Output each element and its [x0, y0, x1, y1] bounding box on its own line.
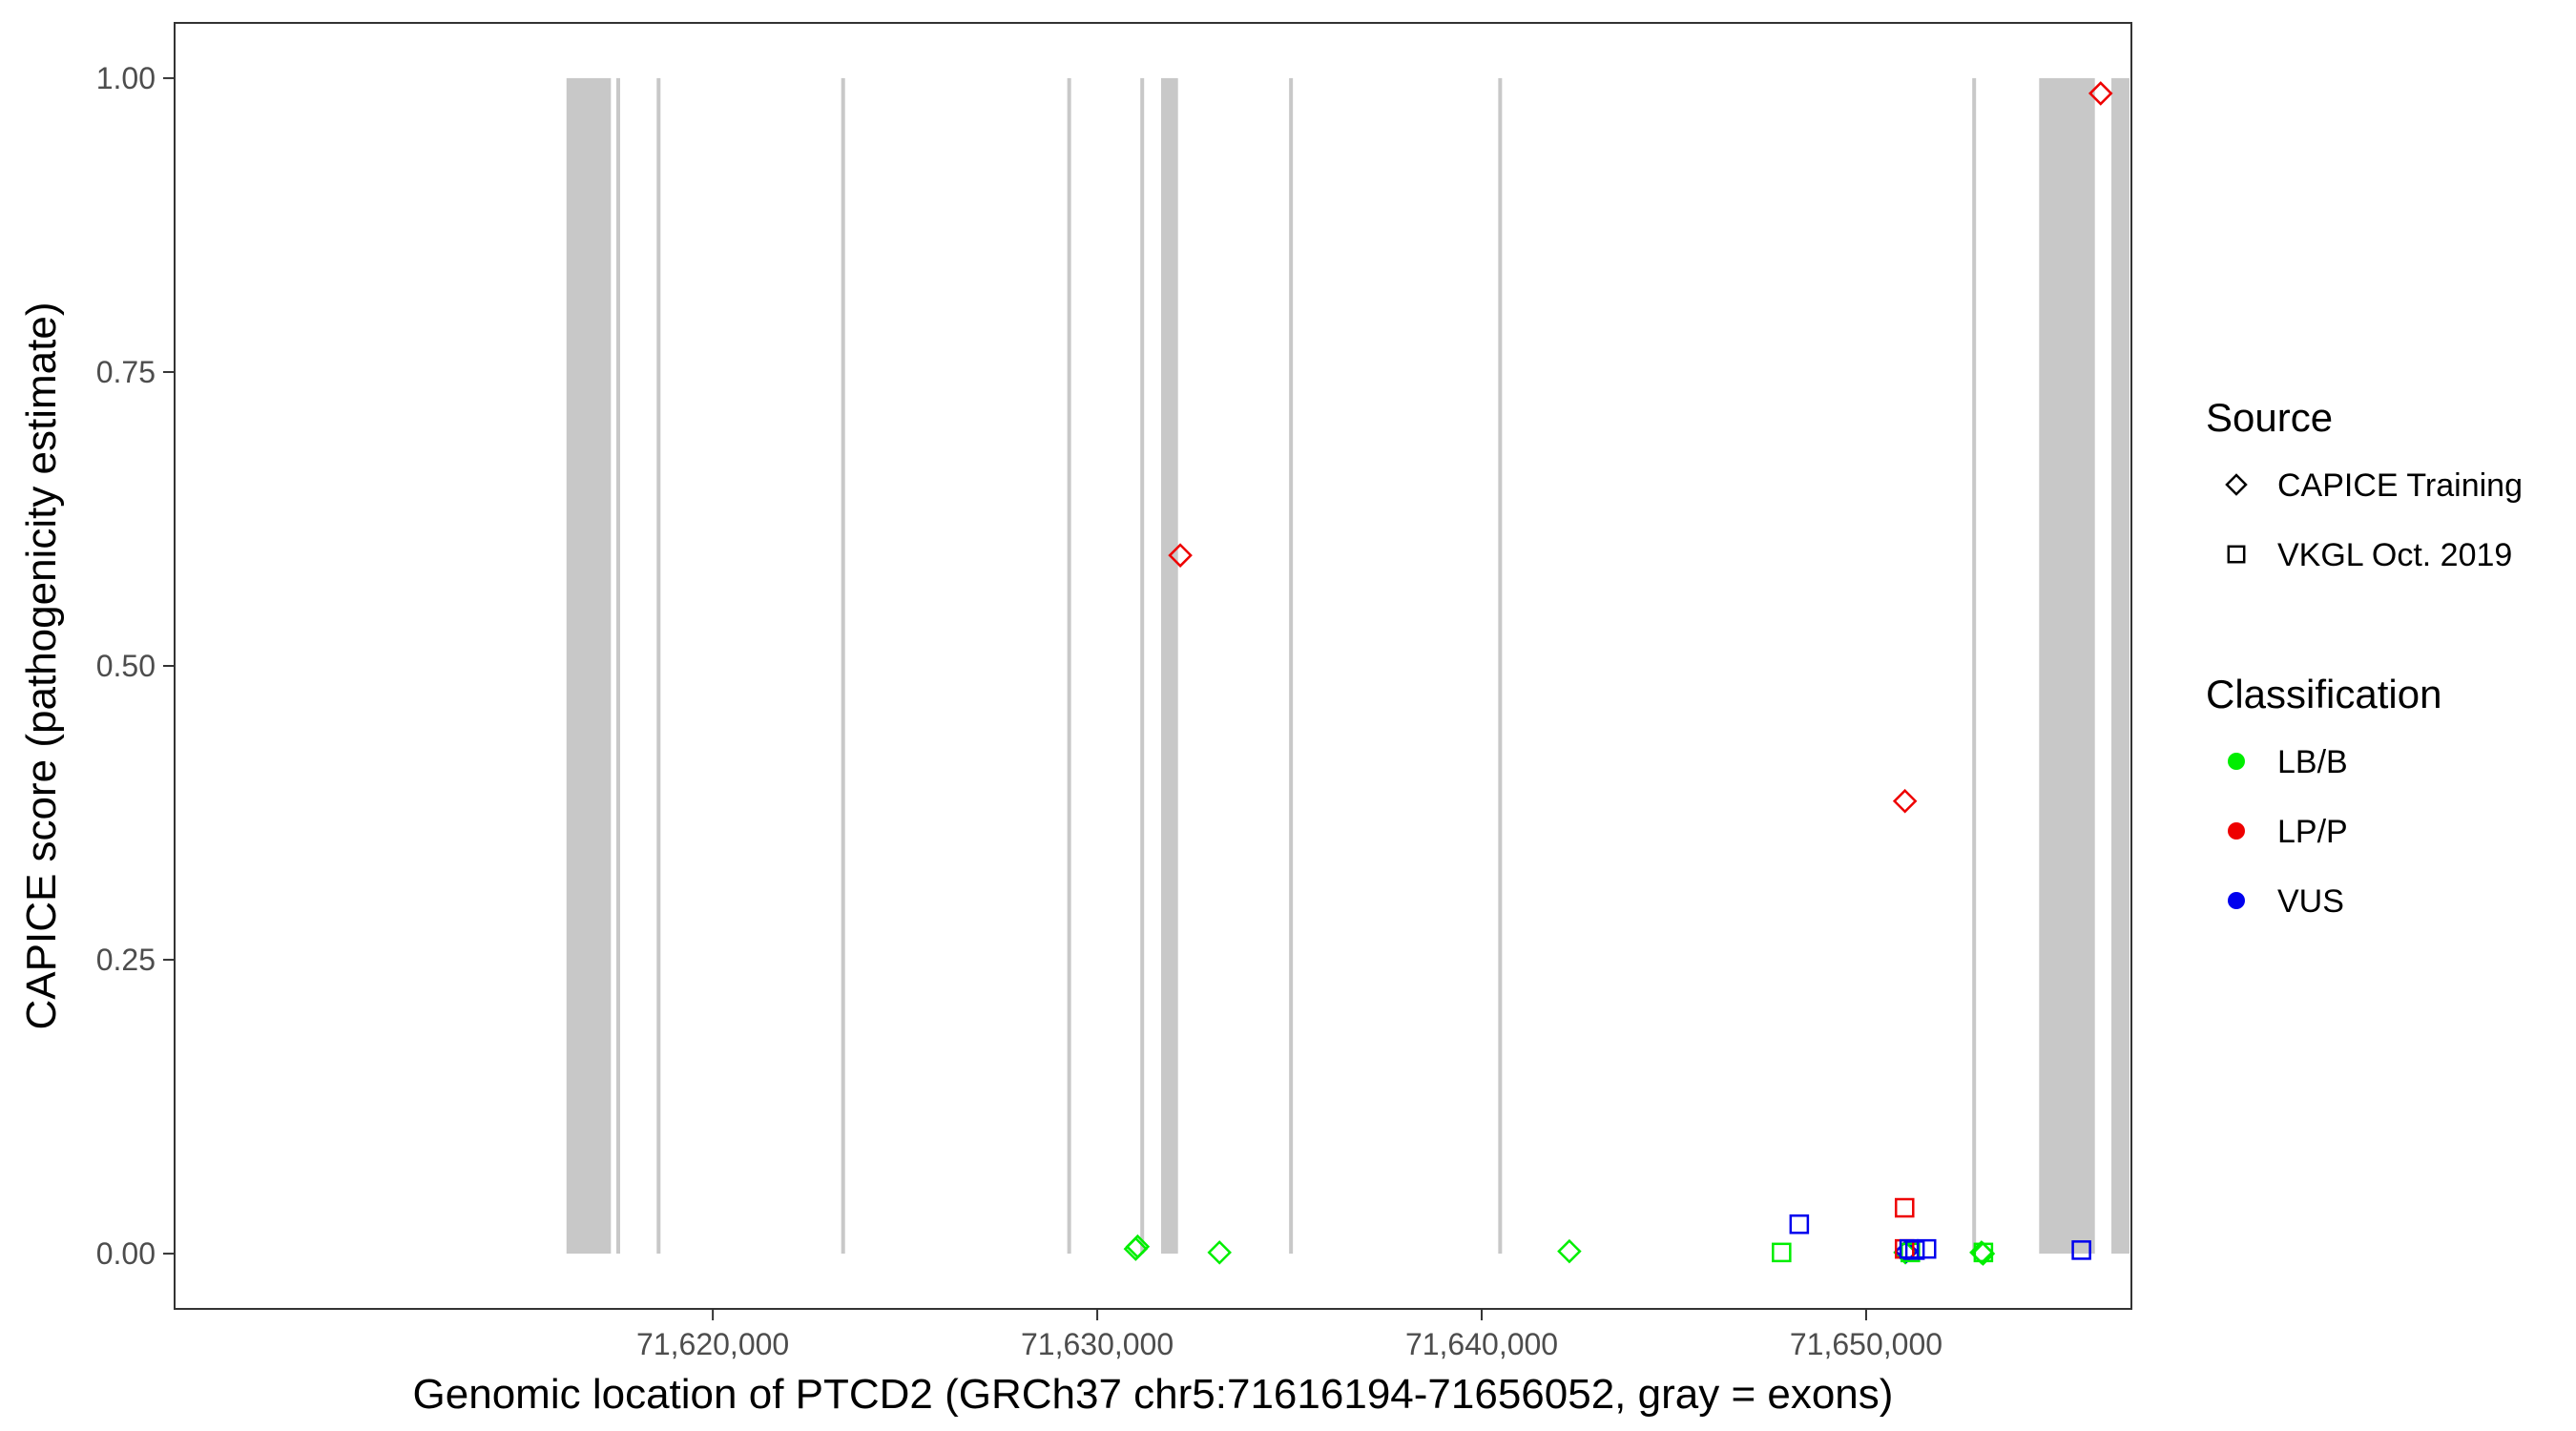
exon-band: [615, 77, 620, 1255]
x-tick-label: 71,630,000: [1021, 1327, 1174, 1361]
exon-band: [566, 77, 612, 1255]
legend-source-title: Source: [2206, 395, 2333, 440]
legend-classification-title: Classification: [2206, 672, 2441, 716]
exon-band: [1498, 77, 1503, 1255]
exon-band: [1160, 77, 1178, 1255]
diamond-point: [1168, 543, 1193, 568]
y-tick-label: 0.25: [96, 943, 156, 977]
x-tick-label: 71,620,000: [636, 1327, 789, 1361]
legend: Source CAPICE Training VKGL Oct. 2019 Cla…: [2206, 395, 2523, 920]
diamond-point: [1125, 1234, 1151, 1259]
exon-layer: [566, 77, 2129, 1255]
exon-band: [2111, 77, 2129, 1255]
legend-classification-label: LB/B: [2277, 744, 2348, 780]
y-axis-label: CAPICE score (pathogenicity estimate): [18, 302, 65, 1030]
exon-band: [656, 77, 661, 1255]
legend-classification-label: VUS: [2277, 883, 2344, 920]
exon-band: [1140, 77, 1145, 1255]
square-point: [1772, 1242, 1792, 1263]
diamond-point: [1207, 1240, 1232, 1265]
exon-band: [2039, 77, 2095, 1255]
point-layer: [1123, 81, 2113, 1266]
exon-band: [1289, 77, 1294, 1255]
legend-source-label: CAPICE Training: [2277, 467, 2523, 504]
y-axis: 0.00 0.25 0.50 0.75 1.00: [96, 61, 175, 1271]
square-point: [1894, 1197, 1915, 1218]
x-tick-label: 71,650,000: [1790, 1327, 1942, 1361]
legend-classification-label: LP/P: [2277, 814, 2348, 850]
square-point: [1916, 1238, 1937, 1259]
square-point: [1789, 1214, 1810, 1234]
legend-classification-items: LB/B LP/P VUS: [2228, 744, 2348, 920]
legend-diamond-key: [2225, 473, 2248, 496]
y-tick-label: 0.75: [96, 355, 156, 389]
legend-color-key: [2228, 822, 2245, 840]
legend-square-key: [2227, 545, 2246, 564]
exon-band: [1972, 77, 1977, 1255]
square-point: [2071, 1240, 2091, 1260]
x-tick-label: 71,640,000: [1405, 1327, 1558, 1361]
x-axis: 71,620,000 71,630,000 71,640,000 71,650,000: [636, 1309, 1942, 1361]
y-tick-label: 1.00: [96, 61, 156, 95]
diamond-point: [2088, 81, 2113, 106]
legend-source-label: VKGL Oct. 2019: [2277, 537, 2512, 573]
y-tick-label: 0.00: [96, 1236, 156, 1271]
legend-source-items: CAPICE Training VKGL Oct. 2019: [2225, 467, 2523, 573]
square-point: [1904, 1240, 1925, 1260]
exon-band: [841, 77, 845, 1255]
x-axis-label: Genomic location of PTCD2 (GRCh37 chr5:7…: [413, 1371, 1894, 1418]
y-tick-label: 0.50: [96, 649, 156, 683]
diamond-point: [1970, 1241, 1996, 1266]
legend-color-key: [2228, 753, 2245, 770]
exon-band: [1067, 77, 1071, 1255]
diamond-point: [1892, 788, 1918, 814]
legend-color-key: [2228, 892, 2245, 909]
diamond-point: [1557, 1238, 1582, 1264]
square-point: [1973, 1242, 1994, 1263]
